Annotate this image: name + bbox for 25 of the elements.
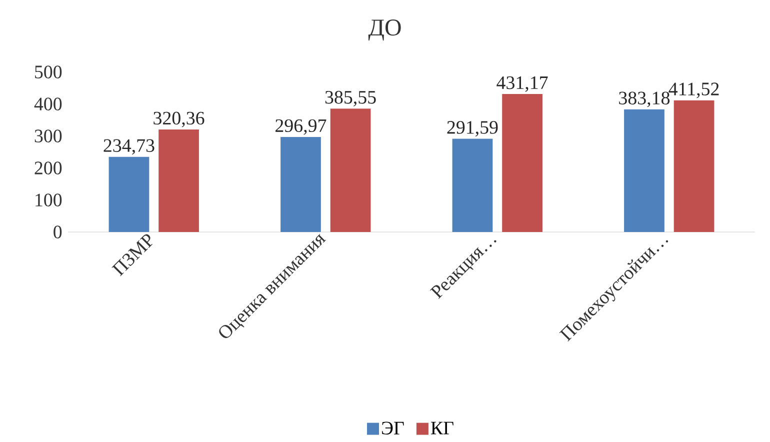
legend-label: КГ <box>430 422 454 434</box>
y-tick-label: 500 <box>35 66 62 78</box>
bar <box>280 136 321 232</box>
data-label: 431,17 <box>496 76 548 92</box>
bar <box>108 156 150 232</box>
bar <box>452 138 493 232</box>
bar <box>158 129 199 232</box>
y-tick-label: 100 <box>36 194 62 206</box>
data-label: 411,52 <box>668 82 719 98</box>
y-tick-label: 300 <box>34 130 62 142</box>
data-label: 291,59 <box>447 121 498 136</box>
data-label: 383,18 <box>619 92 670 108</box>
bar <box>330 108 371 232</box>
y-tick-label: 0 <box>54 226 62 238</box>
bar <box>624 109 664 232</box>
bar <box>502 94 542 232</box>
chart-title: ДО <box>368 20 401 40</box>
y-tick-label: 400 <box>34 98 62 110</box>
data-label: 234,73 <box>104 139 154 155</box>
data-label: 320,36 <box>154 112 204 128</box>
data-label: 296,97 <box>276 119 326 135</box>
bar <box>674 100 714 232</box>
legend-label: ЭГ <box>382 422 404 435</box>
data-label: 385,55 <box>325 90 376 106</box>
y-tick-label: 200 <box>34 162 62 174</box>
